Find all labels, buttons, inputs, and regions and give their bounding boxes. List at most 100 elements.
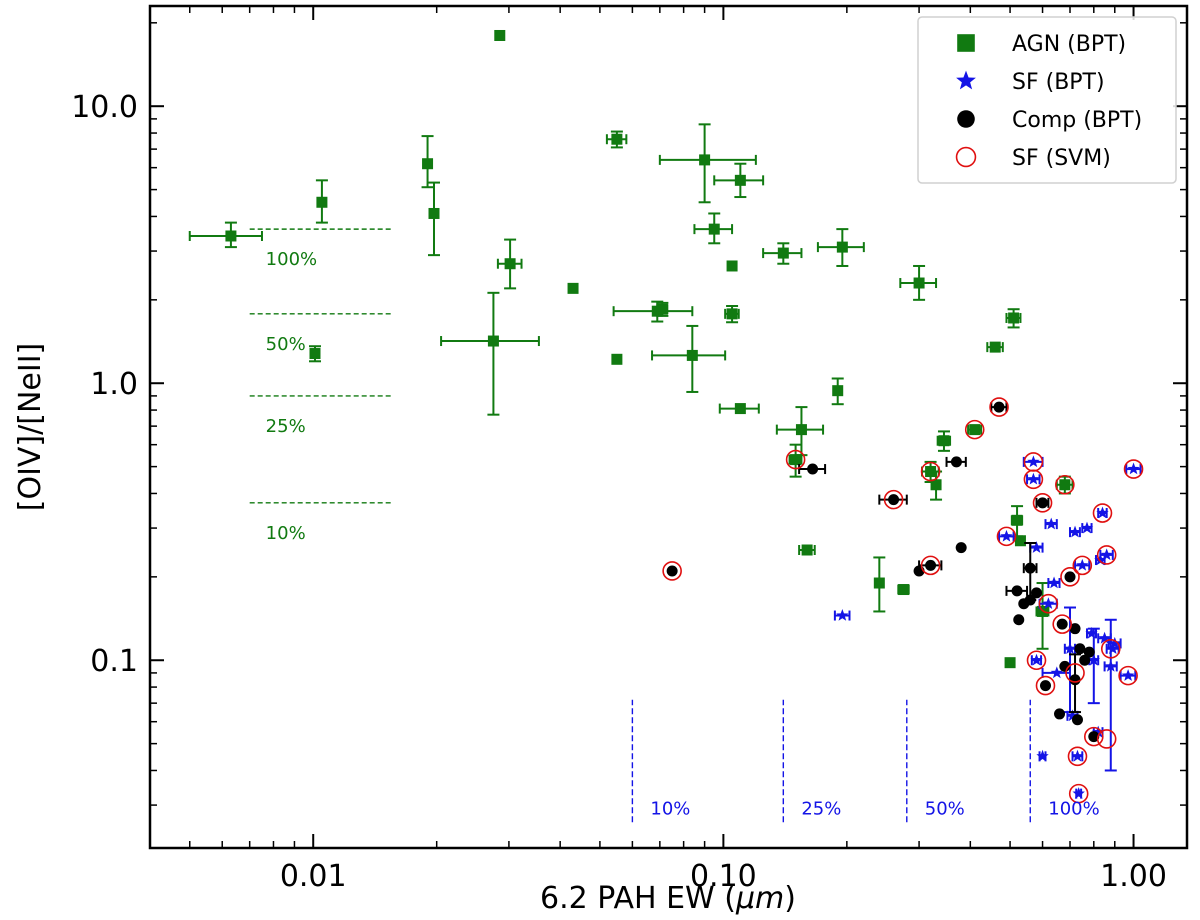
sf-bpt-point [1092, 725, 1105, 738]
sf-bpt-point [1085, 626, 1098, 639]
agn-bpt-point [494, 29, 506, 41]
sf-bpt-point [1047, 576, 1061, 589]
legend: AGN (BPT) SF (BPT) Comp (BPT) SF (SVM) [917, 16, 1177, 184]
x-tick-label: 0.01 [280, 859, 347, 894]
sf-svm-point [1055, 474, 1075, 495]
comp-bpt-series [666, 401, 1100, 743]
agn-bpt-point [699, 154, 711, 166]
agn-bpt-point [708, 223, 720, 235]
sf-svm-point [1060, 567, 1080, 587]
sf-bpt-point [1027, 455, 1040, 468]
sf-svm-point [989, 397, 1009, 417]
agn-bpt-point [734, 174, 746, 186]
comp-bpt-point [807, 463, 819, 475]
agn-bpt-point [777, 247, 789, 259]
agn-bpt-point [428, 207, 440, 219]
agn-fraction-label: 50% [266, 334, 306, 355]
agn-bpt-point [795, 424, 807, 436]
comp-bpt-point [1031, 587, 1043, 599]
comp-bpt-point [1011, 585, 1023, 597]
sf-bpt-point [1127, 462, 1140, 475]
agn-bpt-point [1004, 657, 1016, 669]
legend-label: SF (SVM) [1012, 146, 1111, 171]
comp-bpt-point [1024, 562, 1036, 574]
y-tick-label: 1.0 [90, 367, 138, 402]
comp-bpt-point [1083, 646, 1095, 658]
x-axis-title: 6.2 PAH EW (μm) [540, 881, 796, 916]
legend-entry: SF (SVM) [955, 146, 1111, 171]
sf-bpt-point [1030, 653, 1043, 666]
agn-bpt-point [567, 282, 579, 294]
legend-box [917, 16, 1177, 184]
sf-svm-point [1072, 555, 1093, 576]
agn-bpt-point [1011, 514, 1023, 526]
sf-svm-point [883, 489, 904, 510]
sf-svm-point [1096, 729, 1117, 749]
agn-bpt-point [790, 454, 802, 466]
sf-fraction-label: 25% [801, 798, 841, 819]
comp-bpt-point [1064, 571, 1076, 583]
agn-bpt-point [1014, 535, 1026, 547]
sf-svm-point [1052, 614, 1073, 634]
sf-svm-point [1118, 665, 1138, 686]
comp-bpt-point [1056, 618, 1068, 630]
agn-fraction-label: 100% [266, 249, 317, 270]
agn-fraction-label: 10% [266, 523, 306, 544]
sf-svm-point [1035, 675, 1056, 696]
axes: 0.01 0.10 1.00 0.1 1.0 10.0 [71, 6, 1187, 894]
agn-bpt-point [309, 348, 321, 360]
agn-bpt-point [989, 341, 1001, 353]
comp-bpt-point [666, 565, 678, 577]
agn-bpt-point [726, 260, 738, 272]
sf-svm-point [920, 461, 941, 482]
sf-svm-point [996, 526, 1017, 547]
comp-bpt-point [1088, 731, 1100, 743]
sf-bpt-point [1066, 709, 1079, 722]
sf-svm-point [785, 449, 806, 470]
sf-bpt-point [1036, 749, 1049, 762]
legend-entry: SF (BPT) [956, 70, 1105, 95]
sf-svm-point [1032, 493, 1053, 513]
sf-bpt-point [1096, 506, 1109, 519]
comp-bpt-point [1071, 714, 1083, 726]
agn-bpt-point [938, 435, 950, 447]
agn-bpt-point [832, 385, 844, 397]
sf-svm-point [1068, 783, 1089, 804]
comp-bpt-point [1079, 654, 1091, 666]
sf-svm-point [662, 561, 682, 581]
fraction-annotations: 100% 50% 25% 10% 10% 25% 50% 100% [249, 228, 1100, 823]
sf-bpt-point [1087, 653, 1100, 666]
sf-fraction-label: 50% [925, 798, 965, 819]
sf-fraction-label: 10% [650, 798, 690, 819]
sf-svm-series [662, 397, 1144, 804]
agn-bpt-point [611, 353, 623, 365]
agn-bpt-point [422, 158, 434, 170]
sf-bpt-point [1050, 666, 1063, 679]
legend-entry: Comp (BPT) [957, 108, 1142, 133]
sf-bpt-point [1000, 529, 1013, 542]
sf-bpt-point [836, 609, 849, 621]
comp-bpt-point [1013, 614, 1025, 626]
sf-svm-point [964, 419, 985, 440]
sf-bpt-point [1071, 749, 1084, 762]
agn-bpt-point [611, 133, 623, 145]
sf-svm-point [1100, 638, 1121, 659]
agn-bpt-point [1008, 312, 1020, 324]
sf-bpt-series [833, 455, 1142, 799]
agn-bpt-point [969, 424, 981, 436]
agn-bpt-point [1059, 479, 1071, 491]
agn-bpt-point [898, 584, 910, 596]
comp-bpt-point [1039, 680, 1051, 692]
agn-bpt-point [316, 196, 328, 208]
legend-label: SF (BPT) [1012, 70, 1105, 95]
sf-svm-point [1023, 469, 1044, 490]
agn-bpt-point [225, 230, 237, 242]
sf-bpt-point [1063, 642, 1077, 655]
sf-bpt-point [1121, 669, 1135, 681]
sf-bpt-point [1108, 636, 1121, 649]
x-tick-label: 0.10 [690, 859, 757, 894]
sf-svm-point [920, 555, 941, 576]
legend-label: AGN (BPT) [1012, 32, 1126, 57]
